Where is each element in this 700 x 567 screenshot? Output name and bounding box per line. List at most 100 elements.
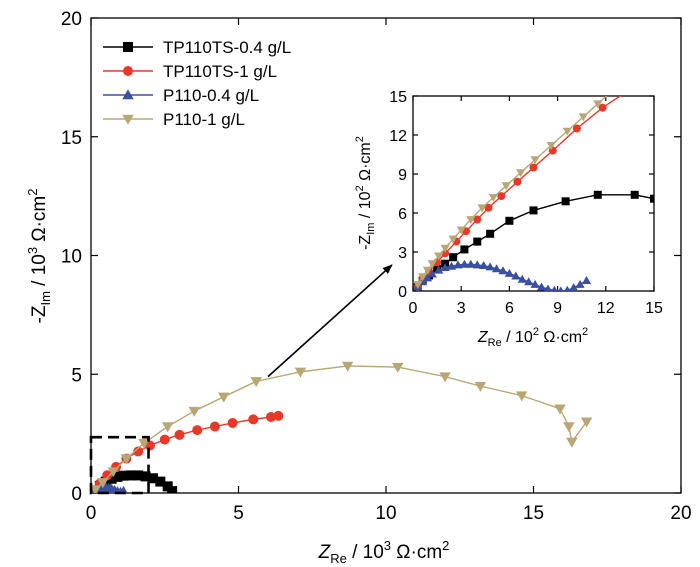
main-plot-area: 0 5 10 15 20 0 5 10 15 20 <box>61 9 692 524</box>
main-point-tp110ts-1-g-l <box>273 410 284 421</box>
inset-point-p110-0-4-g-l <box>472 260 482 269</box>
inset-point-tp110ts-0-4-g-l <box>473 237 482 246</box>
inset-x-tick-label: 15 <box>645 300 663 317</box>
zoom-arrow <box>267 264 393 378</box>
inset-point-tp110ts-1-g-l <box>497 192 506 201</box>
main-point-p110-1-g-l <box>120 454 133 465</box>
inset-point-tp110ts-0-4-g-l <box>449 253 458 262</box>
main-point-p110-1-g-l <box>392 362 404 373</box>
main-point-tp110ts-1-g-l <box>174 429 185 440</box>
legend: TP110TS-0.4 g/L TP110TS-1 g/L P110-0.4 g/L… <box>103 38 291 129</box>
legend-label-p110-1-g-l: P110-1 g/L <box>163 110 245 129</box>
main-point-tp110ts-1-g-l <box>159 434 170 445</box>
inset-point-p110-0-4-g-l <box>434 265 444 274</box>
legend-marker-p110-1-g-l <box>122 114 134 125</box>
legend-marker-p110-0-4-g-l <box>122 89 134 100</box>
main-x-tick-label: 15 <box>523 503 544 524</box>
inset-x-tick-label: 3 <box>457 300 466 317</box>
legend-marker-tp110ts-0-4-g-l <box>123 42 133 52</box>
main-point-p110-0-4-g-l <box>119 485 128 493</box>
main-point-tp110ts-0-4-g-l <box>140 471 151 482</box>
inset-background <box>413 96 654 291</box>
main-point-tp110ts-1-g-l <box>248 414 259 425</box>
main-point-tp110ts-0-4-g-l <box>112 471 123 482</box>
legend-label-tp110ts-0-4-g-l: TP110TS-0.4 g/L <box>163 38 291 57</box>
inset-y-axis-title: -ZIm / 102 Ω·cm2 <box>354 136 377 250</box>
main-point-p110-1-g-l <box>515 391 528 402</box>
inset-point-p110-0-4-g-l <box>536 282 547 291</box>
inset-point-tp110ts-0-4-g-l <box>486 229 495 238</box>
inset-frame <box>412 95 655 292</box>
inset-point-p110-1-g-l <box>546 142 556 150</box>
inset-y-tick-label: 15 <box>389 89 407 106</box>
main-point-tp110ts-0-4-g-l <box>118 470 129 481</box>
inset-y-tick-label: 0 <box>398 284 407 301</box>
inset-point-tp110ts-0-4-g-l <box>630 190 639 199</box>
main-point-p110-1-g-l <box>97 478 109 489</box>
inset-point-p110-0-4-g-l <box>485 262 495 271</box>
inset-point-p110-1-g-l <box>440 244 450 253</box>
inset-point-p110-1-g-l <box>456 226 466 235</box>
inset-point-tp110ts-1-g-l <box>473 215 482 224</box>
inset-point-p110-0-4-g-l <box>551 285 558 291</box>
inset-point-p110-0-4-g-l <box>466 259 476 268</box>
inset-y-tick-label: 12 <box>389 128 407 145</box>
inset-x-tick-label: 0 <box>409 300 418 317</box>
inset-point-tp110ts-1-g-l <box>484 203 493 212</box>
inset-point-tp110ts-1-g-l <box>513 177 522 186</box>
main-point-p110-1-g-l <box>107 467 119 478</box>
inset-point-p110-1-g-l <box>562 127 572 136</box>
legend-label-tp110ts-1-g-l: TP110TS-1 g/L <box>163 62 277 81</box>
main-point-p110-1-g-l <box>341 361 354 372</box>
inset-point-p110-0-4-g-l <box>517 274 527 283</box>
inset-point-tp110ts-0-4-g-l <box>650 194 654 203</box>
inset-point-p110-1-g-l <box>488 194 498 202</box>
main-point-tp110ts-0-4-g-l <box>106 473 117 484</box>
main-point-tp110ts-1-g-l <box>265 412 276 422</box>
main-point-tp110ts-1-g-l <box>133 446 144 457</box>
main-point-tp110ts-1-g-l <box>209 421 220 432</box>
main-y-tick-label: 15 <box>61 128 82 149</box>
legend-marker-tp110ts-1-g-l <box>123 66 133 76</box>
inset-point-p110-0-4-g-l <box>544 284 552 291</box>
inset-x-tick-label: 6 <box>505 300 514 317</box>
inset-point-p110-1-g-l <box>413 281 423 290</box>
inset-point-p110-1-g-l <box>434 252 444 261</box>
main-point-p110-1-g-l <box>188 406 200 417</box>
inset-point-tp110ts-1-g-l <box>572 124 581 133</box>
main-y-tick-label: 10 <box>61 247 82 268</box>
inset-x-tick-label: 12 <box>597 300 615 317</box>
main-series-group <box>91 361 593 493</box>
main-point-tp110ts-0-4-g-l <box>167 486 178 493</box>
inset-point-p110-1-g-l <box>448 235 458 244</box>
main-x-tick-label: 5 <box>233 503 244 524</box>
main-y-axis-title: -ZIm / 103 Ω·cm2 <box>25 189 53 324</box>
inset-point-p110-0-4-g-l <box>453 260 463 269</box>
inset-point-p110-1-g-l <box>608 87 617 95</box>
main-point-tp110ts-0-4-g-l <box>125 470 136 481</box>
inset-point-tp110ts-0-4-g-l <box>505 216 514 225</box>
inset-point-tp110ts-0-4-g-l <box>593 190 602 199</box>
inset-point-tp110ts-0-4-g-l <box>529 206 538 215</box>
main-point-p110-1-g-l <box>554 404 566 415</box>
inset-point-tp110ts-1-g-l <box>626 86 634 94</box>
main-point-p110-1-g-l <box>566 437 578 448</box>
main-point-p110-1-g-l <box>218 392 230 403</box>
inset-point-p110-1-g-l <box>418 273 428 282</box>
main-point-p110-1-g-l <box>138 438 150 449</box>
inset-y-tick-label: 9 <box>398 167 407 184</box>
inset-plot-area: 0 3 6 9 12 15 0 3 6 9 12 15 <box>389 86 663 317</box>
inset-point-p110-1-g-l <box>516 169 526 178</box>
main-point-p110-1-g-l <box>563 422 575 433</box>
main-x-tick-label: 10 <box>375 503 396 524</box>
main-y-tick-label: 0 <box>71 484 82 505</box>
legend-label-p110-0-4-g-l: P110-0.4 g/L <box>163 86 259 105</box>
inset-point-p110-0-4-g-l <box>511 271 521 280</box>
inset-point-tp110ts-1-g-l <box>598 103 607 112</box>
inset-y-tick-label: 6 <box>398 206 407 223</box>
main-point-p110-1-g-l <box>91 485 102 493</box>
inset-point-p110-0-4-g-l <box>422 273 433 282</box>
inset-point-tp110ts-0-4-g-l <box>561 197 570 206</box>
inset-point-tp110ts-1-g-l <box>529 163 538 172</box>
